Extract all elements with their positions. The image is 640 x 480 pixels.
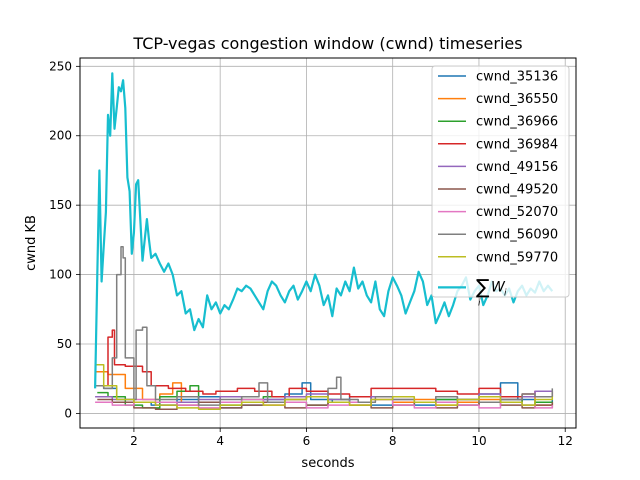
series-line-cwnd_52070 [95, 398, 554, 409]
x-tick-label: 6 [303, 434, 311, 448]
chart-title: TCP-vegas congestion window (cwnd) times… [132, 34, 522, 53]
legend-label: cwnd_56090 [476, 228, 558, 243]
x-tick-label: 2 [130, 434, 138, 448]
legend-label: cwnd_36550 [476, 92, 558, 107]
series-line-cwnd_59770 [95, 364, 554, 411]
y-tick-label: 200 [49, 129, 72, 143]
legend-label: cwnd_59770 [476, 250, 558, 265]
legend-label-subscript-sum: i [478, 298, 481, 308]
x-tick-label: 4 [216, 434, 224, 448]
legend-label: cwnd_35136 [476, 70, 558, 85]
legend-label-subscript-w: i [504, 288, 507, 298]
y-tick-label: 150 [49, 198, 72, 212]
x-tick-label: 12 [558, 434, 573, 448]
legend: cwnd_35136 cwnd_36550 cwnd_36966 cwnd_36984… [431, 65, 570, 308]
legend-box [431, 65, 570, 298]
legend-label: cwnd_36966 [476, 115, 558, 130]
y-tick-label: 100 [49, 268, 72, 282]
legend-label: cwnd_49520 [476, 183, 558, 198]
y-tick-label: 250 [49, 59, 72, 73]
legend-label-w: W [491, 279, 506, 295]
x-tick-label: 10 [471, 434, 486, 448]
legend-label: cwnd_36984 [476, 137, 558, 152]
x-axis-label: seconds [301, 456, 354, 471]
legend-label: cwnd_52070 [476, 205, 558, 220]
legend-label: cwnd_49156 [476, 160, 558, 175]
y-axis-label: cwnd KB [24, 215, 39, 271]
legend-label: ∑ [476, 274, 490, 298]
y-tick-label: 0 [64, 406, 72, 420]
y-tick-label: 50 [57, 337, 72, 351]
series-line-cwnd_56090 [95, 246, 554, 406]
x-tick-label: 8 [389, 434, 397, 448]
plot-frame [79, 57, 577, 429]
axis-ticks: 2 4 6 8 10 12 0 50 100 150 200 250 [49, 59, 573, 448]
